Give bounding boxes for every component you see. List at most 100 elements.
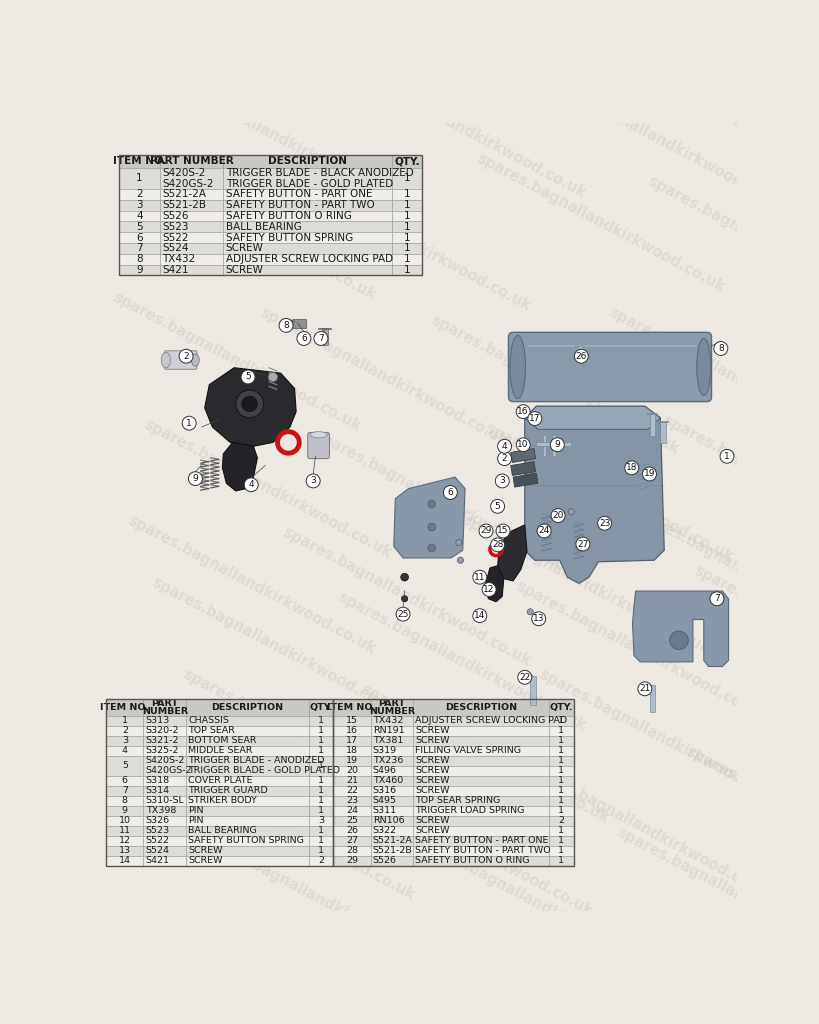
Bar [413, 785, 549, 796]
Text: 1: 1 [559, 757, 564, 765]
Bar [224, 168, 392, 189]
Bar [322, 329, 328, 345]
Text: TX381: TX381 [373, 736, 403, 745]
Bar [333, 698, 573, 866]
Bar [370, 745, 413, 756]
FancyBboxPatch shape [509, 333, 712, 401]
Bar [333, 698, 370, 716]
Text: 1: 1 [404, 244, 410, 253]
Text: 21: 21 [639, 684, 650, 693]
Circle shape [242, 396, 257, 412]
Text: 29: 29 [346, 856, 358, 865]
Bar [333, 836, 370, 846]
Text: 1: 1 [559, 847, 564, 855]
Bar [370, 796, 413, 806]
Text: 22: 22 [519, 673, 531, 682]
Bar [224, 221, 392, 232]
Bar [224, 156, 392, 168]
Bar [186, 756, 309, 776]
Bar [309, 756, 333, 776]
Text: spares.bagnallandkirkwood.co.uk: spares.bagnallandkirkwood.co.uk [521, 759, 774, 903]
Ellipse shape [192, 354, 199, 367]
Bar [186, 716, 309, 726]
Bar [186, 796, 309, 806]
Circle shape [314, 332, 328, 345]
Bar [413, 856, 549, 866]
Bar [309, 836, 333, 846]
Text: spares.bagnallandkirkwood.co.uk: spares.bagnallandkirkwood.co.uk [684, 743, 819, 888]
Bar [413, 698, 549, 716]
Text: TX398: TX398 [146, 806, 176, 815]
Bar [333, 846, 370, 856]
Text: S521-2A: S521-2A [162, 189, 206, 200]
Circle shape [482, 583, 496, 596]
Bar [549, 785, 573, 796]
Bar [186, 856, 309, 866]
Circle shape [710, 592, 724, 605]
Text: 2: 2 [183, 351, 189, 360]
Bar [186, 776, 309, 785]
Bar [333, 856, 370, 866]
Circle shape [297, 332, 311, 345]
Text: 1: 1 [404, 254, 410, 264]
Text: spares.bagnallandkirkwood.co.uk: spares.bagnallandkirkwood.co.uk [413, 833, 665, 977]
Circle shape [574, 349, 588, 364]
Bar [370, 776, 413, 785]
Circle shape [495, 474, 509, 487]
Text: NUMBER: NUMBER [142, 707, 188, 716]
Bar [549, 846, 573, 856]
Text: SCREW: SCREW [415, 757, 450, 765]
Text: SCREW: SCREW [188, 856, 223, 865]
Circle shape [518, 671, 532, 684]
Text: TRIGGER GUARD: TRIGGER GUARD [188, 786, 268, 796]
Text: 1: 1 [318, 847, 324, 855]
Polygon shape [511, 449, 536, 463]
Text: spares.bagnallandkirkwood.co.uk: spares.bagnallandkirkwood.co.uk [335, 57, 588, 201]
Bar [309, 856, 333, 866]
Circle shape [269, 373, 278, 382]
Text: 25: 25 [346, 816, 358, 825]
Text: spares.bagnallandkirkwood.co.uk: spares.bagnallandkirkwood.co.uk [196, 828, 449, 973]
Bar [392, 168, 422, 189]
Bar [106, 816, 143, 826]
Bar [392, 200, 422, 211]
Text: spares.bagnallandkirkwood.co.uk: spares.bagnallandkirkwood.co.uk [335, 590, 588, 734]
Text: S521-2B: S521-2B [162, 201, 206, 210]
Text: 6: 6 [447, 488, 453, 497]
Text: 1: 1 [404, 265, 410, 275]
Circle shape [527, 608, 533, 614]
Text: 5: 5 [245, 373, 251, 382]
Circle shape [241, 370, 255, 384]
Text: 1: 1 [186, 419, 192, 428]
Text: RN106: RN106 [373, 816, 405, 825]
Bar [143, 745, 186, 756]
Text: 2: 2 [318, 856, 324, 865]
Text: 16: 16 [346, 726, 358, 735]
Text: S326: S326 [146, 816, 170, 825]
Bar [309, 736, 333, 745]
Bar [186, 726, 309, 736]
Text: TX460: TX460 [373, 776, 403, 785]
Text: spares.bagnallandkirkwood.co.uk: spares.bagnallandkirkwood.co.uk [660, 413, 819, 557]
Text: 1: 1 [404, 222, 410, 231]
Bar [333, 766, 370, 776]
Text: BALL BEARING: BALL BEARING [225, 222, 301, 231]
Text: 12: 12 [119, 837, 131, 846]
Text: TX432: TX432 [162, 254, 195, 264]
Text: DESCRIPTION: DESCRIPTION [211, 702, 283, 712]
Text: 11: 11 [119, 826, 131, 836]
Text: RN191: RN191 [373, 726, 405, 735]
Text: ITEM NO.: ITEM NO. [328, 702, 377, 712]
Text: 1: 1 [404, 189, 410, 200]
Text: S522: S522 [146, 837, 170, 846]
Text: 7: 7 [714, 594, 720, 603]
Text: spares.bagnallandkirkwood.co.uk: spares.bagnallandkirkwood.co.uk [482, 421, 735, 564]
Text: S523: S523 [162, 222, 188, 231]
Text: S319: S319 [373, 746, 397, 756]
Bar [106, 698, 143, 716]
Text: S314: S314 [146, 786, 170, 796]
Text: COVER PLATE: COVER PLATE [188, 776, 253, 785]
Text: 8: 8 [136, 254, 143, 264]
Text: PIN: PIN [188, 806, 204, 815]
Bar [160, 264, 224, 275]
